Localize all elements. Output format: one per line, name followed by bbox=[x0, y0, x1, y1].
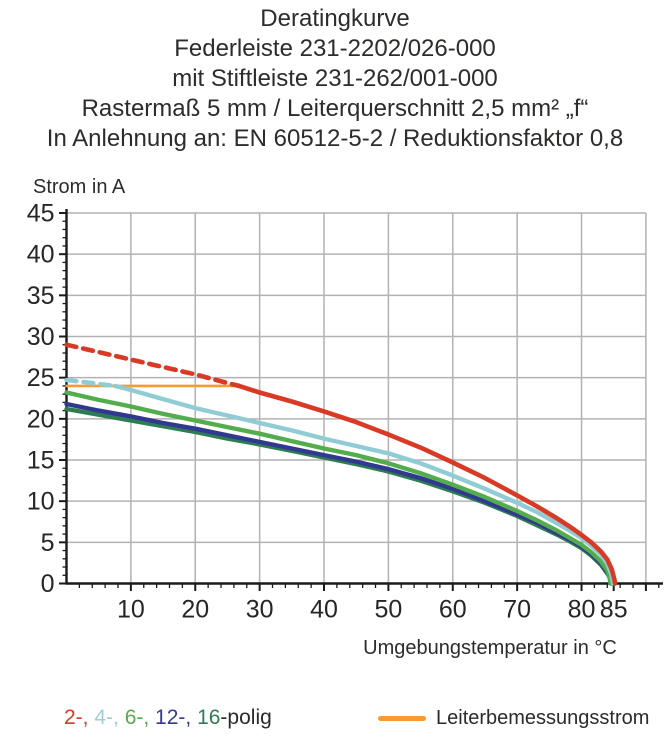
x-tick-label: 30 bbox=[246, 596, 274, 624]
series-4-polig bbox=[112, 383, 616, 586]
poles-legend-part: 4-, bbox=[94, 706, 125, 729]
x-tick-label: 70 bbox=[503, 596, 531, 624]
poles-legend-part: 16 bbox=[197, 706, 221, 729]
x-tick-label: 85 bbox=[600, 596, 628, 624]
y-tick-label: 15 bbox=[27, 447, 55, 475]
title-line-5: In Anlehnung an: EN 60512-5-2 / Reduktio… bbox=[46, 125, 624, 152]
derating-curve-chart: 0 5 10 15 20 25 30 35 40 45 10 20 30 40 50 60 70 80 85 bbox=[27, 200, 663, 624]
x-tick-label: 80 bbox=[568, 596, 596, 624]
x-tick-label: 10 bbox=[117, 596, 145, 624]
x-axis-title: Umgebungstemperatur in °C bbox=[363, 637, 617, 659]
rated-current-line-swatch bbox=[378, 715, 426, 721]
y-tick-label: 30 bbox=[27, 323, 55, 351]
y-axis-title: Strom in A bbox=[33, 176, 126, 198]
y-tick-label: 45 bbox=[27, 200, 55, 228]
x-tick-label: 60 bbox=[439, 596, 467, 624]
legend-row: 2-, 4-, 6-, 12-, 16-polig Leiterbemessun… bbox=[0, 703, 670, 737]
title-line-2: Federleiste 231-2202/026-000 bbox=[174, 35, 496, 62]
y-tick-label: 0 bbox=[41, 570, 55, 598]
title-line-3: mit Stiftleiste 231-262/001-000 bbox=[172, 65, 498, 92]
y-tick-label: 20 bbox=[27, 405, 55, 433]
series-6-polig bbox=[64, 390, 613, 586]
poles-legend-part: 12-, bbox=[155, 706, 198, 729]
x-tick-label: 50 bbox=[374, 596, 402, 624]
title-line-1: Deratingkurve bbox=[260, 5, 410, 32]
y-tick-label: 25 bbox=[27, 364, 55, 392]
y-tick-label: 40 bbox=[27, 241, 55, 269]
series-16-polig bbox=[64, 406, 615, 586]
rated-current-legend: Leiterbemessungsstrom bbox=[378, 703, 649, 733]
series-2-polig bbox=[236, 383, 618, 586]
series-2-polig bbox=[64, 342, 242, 389]
y-tick-label: 5 bbox=[41, 529, 55, 557]
series-12-polig bbox=[64, 401, 614, 586]
y-tick-label: 35 bbox=[27, 282, 55, 310]
rated-current-label: Leiterbemessungsstrom bbox=[436, 706, 650, 729]
y-tick-label: 10 bbox=[27, 488, 55, 516]
title-line-4: Rastermaß 5 mm / Leiterquerschnitt 2,5 m… bbox=[81, 95, 589, 122]
poles-legend: 2-, 4-, 6-, 12-, 16-polig bbox=[64, 706, 272, 730]
poles-legend-part: -polig bbox=[220, 706, 272, 729]
poles-legend-part: 6-, bbox=[124, 706, 156, 729]
series-4-polig bbox=[64, 377, 118, 389]
x-tick-label: 20 bbox=[181, 596, 209, 624]
x-tick-label: 40 bbox=[310, 596, 338, 624]
poles-legend-part: 2-, bbox=[64, 706, 95, 729]
chart-title-block: Deratingkurve Federleiste 231-2202/026-0… bbox=[0, 4, 670, 154]
